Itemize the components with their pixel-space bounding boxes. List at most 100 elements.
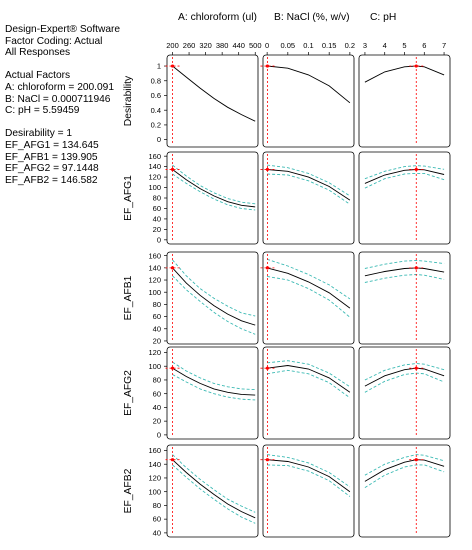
ci-upper-line <box>364 260 445 269</box>
y-tick-label: 100 <box>148 183 161 192</box>
factor-coding: Factor Coding: Actual <box>5 35 103 47</box>
setpoint-marker <box>170 266 175 270</box>
ci-lower-line <box>267 369 351 399</box>
setpoint-marker <box>414 366 418 370</box>
panel-frame <box>358 251 451 345</box>
prediction-line <box>267 65 351 104</box>
setpoint-marker <box>414 64 418 68</box>
x-tick-label: 260 <box>183 41 196 50</box>
panel-frame <box>262 54 355 148</box>
y-tick-label: 100 <box>148 487 161 496</box>
x-tick-label: 440 <box>232 41 245 50</box>
setpoint-marker <box>170 167 175 172</box>
panel-frame <box>166 54 259 148</box>
row-label-4: EF_AFB2 <box>123 468 134 513</box>
prediction-line <box>172 65 256 122</box>
y-tick-label: 20 <box>153 225 161 234</box>
y-tick-label: 0 <box>157 235 161 244</box>
y-tick-label: 0.6 <box>151 91 161 100</box>
ci-lower-line <box>172 374 256 401</box>
panel-frame <box>262 444 355 538</box>
x-tick-label: 7 <box>442 41 446 50</box>
setpoint-marker <box>414 458 418 462</box>
actual-factors-heading: Actual Factors <box>5 70 71 82</box>
y-tick-label: 140 <box>148 263 161 272</box>
panel-frame <box>358 54 451 148</box>
ef-afg2-value: EF_AFG2 = 97.1448 <box>5 163 99 175</box>
x-tick-label: 380 <box>216 41 229 50</box>
ci-upper-line <box>172 164 256 205</box>
y-tick-label: 160 <box>148 152 161 161</box>
x-tick-label: 500 <box>249 41 262 50</box>
ci-upper-line <box>364 165 445 180</box>
y-tick-label: 20 <box>153 417 161 426</box>
ci-upper-line <box>172 259 256 317</box>
y-tick-label: 40 <box>153 324 161 333</box>
y-tick-label: 100 <box>148 288 161 297</box>
y-tick-label: 80 <box>153 376 161 385</box>
prediction-line <box>267 169 351 201</box>
setpoint-marker <box>265 167 270 172</box>
ci-upper-line <box>267 164 351 197</box>
panel-frame <box>262 346 355 440</box>
panel-frame <box>262 151 355 245</box>
y-tick-label: 140 <box>148 460 161 469</box>
y-tick-label: 40 <box>153 403 161 412</box>
software-block: Design-Expert® Software Factor Coding: A… <box>5 24 155 59</box>
x-tick-label: 3 <box>363 41 367 50</box>
y-tick-label: 140 <box>148 162 161 171</box>
setpoint-marker <box>170 458 175 462</box>
ef-afb1-value: EF_AFB1 = 139.905 <box>5 151 98 163</box>
row-label-2: EF_AFB1 <box>123 275 134 320</box>
setpoint-marker <box>170 366 175 370</box>
prediction-line <box>267 365 351 393</box>
responses-label: All Responses <box>5 47 71 59</box>
ci-lower-line <box>267 173 351 205</box>
y-tick-label: 40 <box>153 528 161 537</box>
y-tick-label: 100 <box>148 362 161 371</box>
x-tick-label: 200 <box>166 41 179 50</box>
y-tick-label: 0 <box>157 135 161 144</box>
ci-lower-line <box>172 464 256 524</box>
prediction-line <box>172 267 256 326</box>
column-header-0: A: chloroform (ul) <box>178 12 257 23</box>
prediction-line <box>172 459 256 519</box>
ci-upper-line <box>364 363 445 381</box>
setpoint-marker <box>265 458 270 462</box>
y-tick-label: 80 <box>153 501 161 510</box>
panel-frame <box>166 346 259 440</box>
panel-frame <box>358 151 451 245</box>
y-tick-label: 60 <box>153 204 161 213</box>
column-header-2: C: pH <box>370 12 396 23</box>
predictions-block: Desirability = 1 EF_AFG1 = 134.645 EF_AF… <box>5 128 155 186</box>
ci-upper-line <box>364 454 445 476</box>
ci-lower-line <box>364 274 445 283</box>
y-tick-label: 0.2 <box>151 121 161 130</box>
info-panel: Design-Expert® Software Factor Coding: A… <box>5 24 155 198</box>
panel-frame <box>262 251 355 345</box>
panel-frame <box>166 444 259 538</box>
ci-upper-line <box>267 454 351 488</box>
y-tick-label: 1 <box>157 62 161 71</box>
row-label-3: EF_AFG2 <box>123 370 134 416</box>
x-tick-label: 6 <box>422 41 426 50</box>
prediction-line <box>267 459 351 493</box>
ci-lower-line <box>267 464 351 497</box>
y-tick-label: 160 <box>148 251 161 260</box>
y-tick-label: 0 <box>157 430 161 439</box>
ci-lower-line <box>364 464 445 488</box>
y-tick-label: 120 <box>148 348 161 357</box>
y-tick-label: 120 <box>148 173 161 182</box>
panel-frame <box>358 444 451 538</box>
x-tick-label: 320 <box>199 41 212 50</box>
software-title: Design-Expert® Software <box>5 24 121 35</box>
factor-b-value: B: NaCl = 0.000711946 <box>5 93 111 105</box>
y-tick-label: 40 <box>153 215 161 224</box>
x-tick-label: 0.15 <box>322 41 337 50</box>
x-tick-label: 0.2 <box>345 41 355 50</box>
prediction-line <box>172 367 256 396</box>
ci-upper-line <box>172 361 256 391</box>
y-tick-label: 60 <box>153 389 161 398</box>
panel-frame <box>166 251 259 345</box>
